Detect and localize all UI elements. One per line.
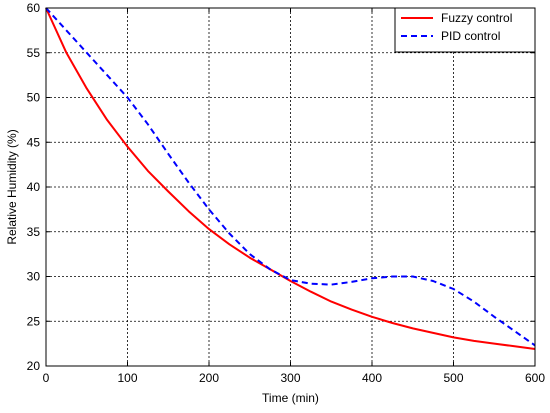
y-tick-label: 35 — [27, 225, 41, 239]
series-line-pid-control — [45, 7, 536, 347]
y-tick-label: 40 — [27, 180, 41, 194]
x-tick-label: 500 — [443, 371, 463, 385]
legend-entry: PID control — [441, 29, 500, 43]
x-axis-label: Time (min) — [262, 391, 319, 405]
legend-entry: Fuzzy control — [441, 11, 512, 25]
legend: Fuzzy control PID control — [394, 7, 536, 53]
legend-box — [394, 7, 536, 53]
y-tick-label: 20 — [27, 359, 41, 373]
x-tick-label: 400 — [362, 371, 382, 385]
y-tick-label: 55 — [27, 46, 41, 60]
y-tick-label: 60 — [27, 1, 41, 15]
x-tick-label: 0 — [43, 371, 50, 385]
y-tick-label: 25 — [27, 314, 41, 328]
series-line-fuzzy-control — [45, 7, 536, 350]
x-tick-label: 300 — [280, 371, 300, 385]
series-layer — [45, 7, 536, 350]
x-tick-label: 200 — [199, 371, 219, 385]
ticks: 0 100 200 300 400 500 600 20 25 30 35 40 45 50 55 60 — [27, 1, 546, 385]
x-tick-label: 600 — [525, 371, 545, 385]
y-tick-label: 50 — [27, 91, 41, 105]
x-tick-label: 100 — [117, 371, 137, 385]
y-axis-label: Relative Humidity (%) — [5, 129, 19, 244]
y-tick-label: 30 — [27, 270, 41, 284]
y-tick-label: 45 — [27, 135, 41, 149]
grid — [46, 8, 535, 366]
